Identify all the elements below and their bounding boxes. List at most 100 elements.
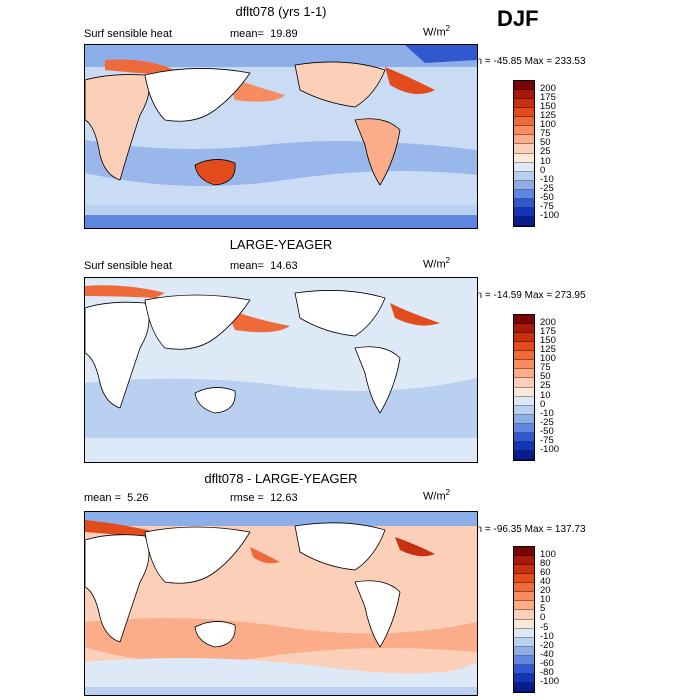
colorbar-tick-label: 80 <box>540 558 551 570</box>
panel-3-colorbar-ticks: 100 80 60 40 20 10 5 0 -5 -10 -20 -40 -60 -80 -100 <box>540 550 559 686</box>
panel-1-title: dflt078 (yrs 1-1) <box>235 4 327 19</box>
colorbar-tick-label: -50 <box>540 425 554 437</box>
colorbar-swatch <box>514 180 534 190</box>
colorbar-tick-label: 200 <box>540 317 556 328</box>
colorbar-tick-label: -100 <box>540 209 560 221</box>
panel-3-rmse-value: 12.63 <box>270 492 298 504</box>
colorbar-tick-label: 175 <box>540 92 556 104</box>
colorbar-swatch <box>514 610 534 620</box>
colorbar-swatch <box>514 108 534 118</box>
colorbar-swatch <box>514 81 534 91</box>
panel-1-mean-label: mean= 19.89 <box>230 28 298 40</box>
colorbar-swatch <box>514 592 534 602</box>
panel-2-colorbar <box>513 314 535 461</box>
colorbar-swatch <box>514 556 534 566</box>
colorbar-swatch <box>514 423 534 433</box>
colorbar-tick-label: 75 <box>540 362 551 374</box>
colorbar-tick-label: 100 <box>540 119 556 131</box>
panel-2-minmax: Min = -14.59 Max = 273.95 <box>466 290 586 301</box>
panel-2-units: W/m2 <box>423 256 451 271</box>
panel-3-map-svg <box>85 512 477 695</box>
colorbar-tick-label: 60 <box>540 567 551 579</box>
colorbar-tick-label: 125 <box>540 110 556 122</box>
colorbar-swatch <box>514 673 534 683</box>
colorbar-swatch <box>514 583 534 593</box>
colorbar-tick-label: 75 <box>540 128 551 140</box>
colorbar-swatch <box>514 369 534 379</box>
colorbar-tick-label: 40 <box>540 576 551 588</box>
colorbar-tick-label: 0 <box>540 164 546 176</box>
colorbar-swatch <box>514 628 534 638</box>
panel-1-map <box>84 44 478 229</box>
colorbar-tick-label: 50 <box>540 371 551 383</box>
colorbar-swatch <box>514 117 534 127</box>
colorbar-tick-label: 0 <box>540 398 546 410</box>
panel-1-minmax: Min = -45.85 Max = 233.53 <box>466 56 586 67</box>
colorbar-tick-label: -75 <box>540 434 554 446</box>
colorbar-tick-label: -10 <box>540 630 554 642</box>
colorbar-swatch <box>514 144 534 154</box>
colorbar-swatch <box>514 342 534 352</box>
panel-3-minmax: Min = -96.35 Max = 137.73 <box>466 524 586 535</box>
colorbar-swatch <box>514 207 534 217</box>
panel-1-units: W/m2 <box>423 24 451 39</box>
colorbar-swatch <box>514 90 534 100</box>
colorbar-swatch <box>514 682 534 692</box>
colorbar-swatch <box>514 619 534 629</box>
colorbar-swatch <box>514 441 534 451</box>
colorbar-tick-label: 10 <box>540 155 551 167</box>
colorbar-swatch <box>514 198 534 208</box>
colorbar-swatch <box>514 414 534 424</box>
colorbar-swatch <box>514 324 534 334</box>
panel-3-mean-value: 5.26 <box>127 492 149 504</box>
colorbar-tick-label: -100 <box>540 443 560 455</box>
colorbar-swatch <box>514 360 534 370</box>
colorbar-swatch <box>514 351 534 361</box>
panel-1-mean-value: 19.89 <box>270 28 298 40</box>
colorbar-swatch <box>514 99 534 109</box>
panel-3-rmse-label: rmse = 12.63 <box>230 492 298 504</box>
panel-2-colorbar-ticks: 200 175 150 125 100 75 50 25 10 0 -10 -25 -50 -75 -100 <box>540 318 559 454</box>
colorbar-tick-label: -5 <box>540 621 549 633</box>
colorbar-tick-label: -50 <box>540 191 554 203</box>
colorbar-swatch <box>514 135 534 145</box>
panel-3-mean-label: mean = 5.26 <box>84 492 149 504</box>
colorbar-swatch <box>514 387 534 397</box>
panel-1-map-svg <box>85 45 477 228</box>
colorbar-tick-label: -60 <box>540 657 554 669</box>
colorbar-swatch <box>514 637 534 647</box>
colorbar-tick-label: 10 <box>540 594 551 606</box>
colorbar-tick-label: 100 <box>540 353 556 365</box>
colorbar-tick-label: 200 <box>540 83 556 94</box>
colorbar-tick-label: -10 <box>540 173 554 185</box>
colorbar-tick-label: 20 <box>540 585 551 597</box>
colorbar-tick-label: 0 <box>540 612 546 624</box>
colorbar-swatch <box>514 601 534 611</box>
panel-3-colorbar <box>513 546 535 693</box>
colorbar-swatch <box>514 189 534 199</box>
colorbar-swatch <box>514 547 534 557</box>
colorbar-tick-label: -25 <box>540 182 554 194</box>
colorbar-tick-label: 50 <box>540 137 551 149</box>
season-label: DJF <box>497 6 539 31</box>
colorbar-swatch <box>514 126 534 136</box>
panel-2-map <box>84 277 478 463</box>
panel-1-variable-label: Surf sensible heat <box>84 28 173 40</box>
panel-2-mean-label: mean= 14.63 <box>230 260 298 272</box>
colorbar-swatch <box>514 396 534 406</box>
colorbar-tick-label: 175 <box>540 326 556 338</box>
panel-2-variable-label: Surf sensible heat <box>84 260 173 272</box>
colorbar-swatch <box>514 153 534 163</box>
colorbar-swatch <box>514 646 534 656</box>
colorbar-swatch <box>514 405 534 415</box>
colorbar-swatch <box>514 171 534 181</box>
colorbar-swatch <box>514 378 534 388</box>
colorbar-swatch <box>514 655 534 665</box>
panel-1-colorbar <box>513 80 535 227</box>
colorbar-swatch <box>514 574 534 584</box>
panel-2-map-svg <box>85 278 477 462</box>
panel-1-colorbar-ticks: 200 175 150 125 100 75 50 25 10 0 -10 -25 -50 -75 -100 <box>540 84 559 220</box>
panel-2-title: LARGE-YEAGER <box>229 237 333 252</box>
colorbar-tick-label: -100 <box>540 675 560 687</box>
colorbar-swatch <box>514 216 534 226</box>
